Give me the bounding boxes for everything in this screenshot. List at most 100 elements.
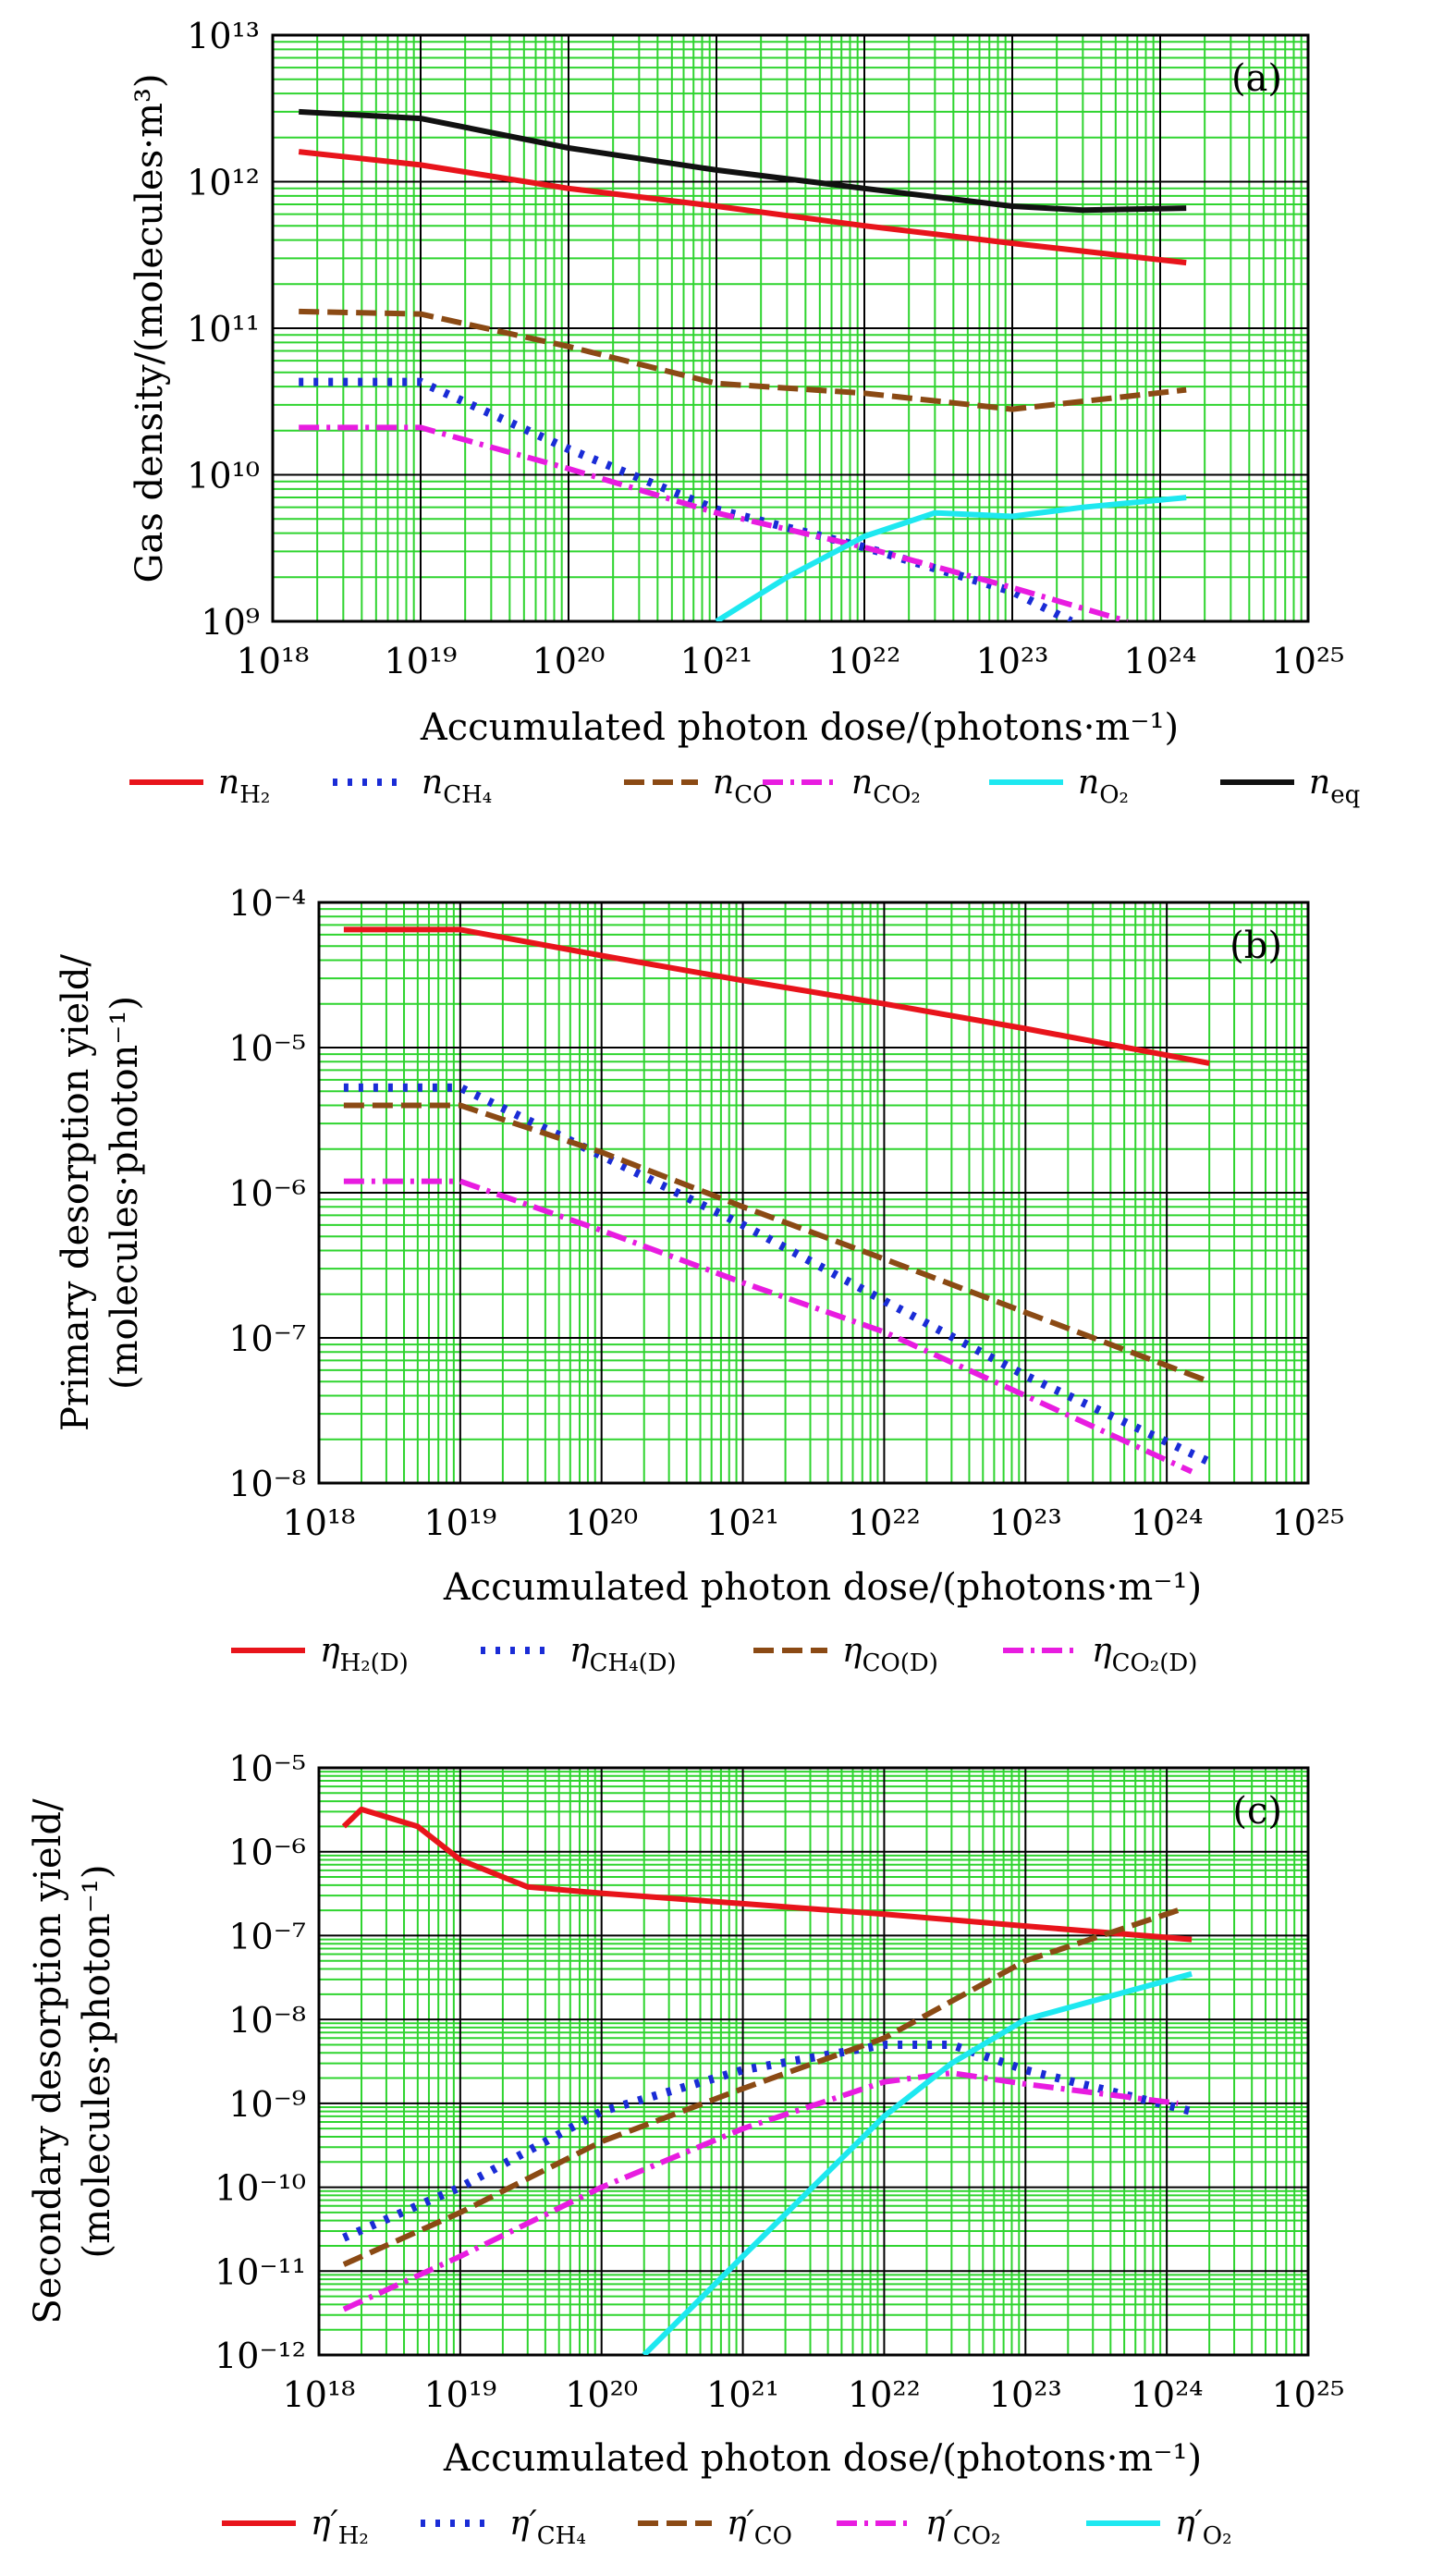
legend-item-eta-CO2-D-: ηCO₂(D): [1003, 1632, 1197, 1677]
legend-item-eta-CO-D-: ηCO(D): [753, 1632, 938, 1677]
y-axis-label-2: (molecules·photon⁻¹): [76, 1864, 118, 2258]
legend-label-main: η′: [925, 2505, 953, 2543]
x-tick-label: 10²²: [848, 2374, 921, 2415]
series-line-n-O2: [715, 495, 1187, 621]
series-group: [298, 108, 1187, 621]
chart-panel-b: (b) 10¹⁸ 10¹⁹ 10²⁰ 10²¹ 10²² 10²³ 10²⁴ 10²⁵ 10⁻⁸ 1…: [55, 883, 1344, 1677]
legend-label: ηCO₂(D): [1092, 1632, 1197, 1677]
x-axis-label: Accumulated photon dose/(photons·m⁻¹): [443, 2437, 1202, 2480]
x-tick-label: 10²³: [989, 1502, 1062, 1543]
y-tick-label: 10⁻⁵: [228, 1028, 306, 1069]
x-tick-label: 10²⁵: [1272, 1502, 1345, 1543]
y-tick-label: 10⁻⁷: [228, 1318, 306, 1359]
legend-item-n-H2: nH₂: [129, 764, 270, 809]
legend-label-main: η′: [1175, 2505, 1203, 2543]
x-axis-label: Accumulated photon dose/(photons·m⁻¹): [420, 706, 1179, 749]
legend-label-main: n: [713, 764, 734, 802]
legend-label-main: η′: [509, 2505, 537, 2543]
y-axis-label: Secondary desorption yield/: [27, 1798, 69, 2324]
legend-label-main: η: [320, 1632, 340, 1670]
x-tick-label: 10²²: [848, 1502, 921, 1543]
series-line-eta-CH4-D-: [343, 1083, 1212, 1466]
panel-label: (c): [1232, 1790, 1282, 1833]
y-tick-label: 10⁻⁸: [228, 2000, 306, 2041]
legend-item-eta-CH4: η′CH₄: [421, 2505, 586, 2550]
series-line-n-CO2: [299, 424, 1129, 621]
y-tick-label: 10⁻¹⁰: [214, 2168, 306, 2209]
legend-label: η′CH₄: [509, 2505, 586, 2550]
legend-item-n-CO: nCO: [624, 764, 772, 809]
y-tick-label: 10¹¹: [187, 309, 260, 350]
series-line-eta-O2: [642, 1970, 1193, 2355]
y-tick-label: 10¹³: [187, 16, 260, 56]
legend-label-sub: CO₂: [873, 781, 921, 809]
legend-item-n-O2: nO₂: [989, 764, 1129, 809]
x-tick-label: 10²⁴: [1124, 641, 1197, 681]
legend-item-eta-H2-D-: ηH₂(D): [231, 1632, 409, 1677]
legend-label: η′H₂: [311, 2505, 369, 2550]
series-line-n-eq: [299, 108, 1187, 214]
legend-label-sub: O₂: [1099, 781, 1129, 809]
series-line-eta-CO2: [342, 2070, 1179, 2312]
legend-label: η′O₂: [1175, 2505, 1232, 2550]
series-group: [341, 1806, 1193, 2355]
x-tick-label: 10¹⁹: [423, 1502, 496, 1543]
legend-label: nO₂: [1078, 764, 1129, 809]
y-tick-label: 10⁻⁴: [228, 883, 306, 924]
y-tick-label: 10⁻¹¹: [214, 2251, 306, 2292]
legend-label: nCO₂: [851, 764, 921, 809]
legend-label: neq: [1309, 764, 1360, 809]
x-tick-label: 10²⁰: [565, 1502, 638, 1543]
x-tick-label: 10²¹: [706, 1502, 779, 1543]
chart-panel-a: (a) 10¹⁸ 10¹⁹ 10²⁰ 10²¹ 10²² 10²³ 10²⁴ 10²⁵ 10⁹ 10…: [128, 16, 1360, 809]
legend-label-sub: eq: [1330, 781, 1360, 809]
legend-label-main: η: [842, 1632, 863, 1670]
series-line-eta-CO2-D-: [343, 1178, 1193, 1475]
series-line-eta-H2: [341, 1806, 1193, 1943]
legend-label-sub: CO: [754, 2522, 792, 2550]
series-line-eta-H2-D-: [343, 926, 1210, 1066]
series-line-n-H2: [298, 149, 1187, 266]
x-tick-label: 10²⁰: [532, 641, 606, 681]
x-tick-label: 10²¹: [680, 641, 753, 681]
y-tick-label: 10⁻⁹: [228, 2084, 306, 2125]
legend-item-eta-CO2: η′CO₂: [837, 2505, 1000, 2550]
legend-label: η′CO₂: [925, 2505, 1000, 2550]
legend-label-main: n: [1078, 764, 1099, 802]
legend-label-sub: CH₄: [443, 781, 492, 809]
legend-label-sub: H₂(D): [340, 1649, 409, 1677]
legend-label-main: η: [1092, 1632, 1112, 1670]
x-axis-label: Accumulated photon dose/(photons·m⁻¹): [443, 1566, 1202, 1609]
series-group: [343, 926, 1212, 1475]
legend-label-sub: H₂: [338, 2522, 369, 2550]
legend-label: ηCH₄(D): [569, 1632, 677, 1677]
y-tick-label: 10¹⁰: [187, 456, 260, 497]
panel-label: (a): [1231, 57, 1282, 100]
legend-label-main: n: [851, 764, 873, 802]
legend-label-main: n: [218, 764, 239, 802]
x-tick-label: 10¹⁹: [423, 2374, 496, 2415]
x-tick-label: 10²⁴: [1131, 1502, 1204, 1543]
y-tick-label: 10⁻⁶: [228, 1173, 306, 1214]
y-tick-label: 10⁻⁸: [228, 1464, 306, 1504]
series-line-n-CH4: [299, 377, 1073, 621]
legend: η′H₂ η′CH₄ η′CO η′CO₂ η′O₂: [222, 2505, 1232, 2550]
legend-label: η′CO: [727, 2505, 792, 2550]
legend-item-n-CO2: nCO₂: [763, 764, 921, 809]
legend-label-main: η′: [311, 2505, 338, 2543]
legend-item-eta-CH4-D-: ηCH₄(D): [481, 1632, 677, 1677]
legend-label: ηCO(D): [842, 1632, 938, 1677]
legend-item-eta-CO: η′CO: [638, 2505, 792, 2550]
x-tick-label: 10¹⁹: [385, 641, 458, 681]
legend-label: nCO: [713, 764, 772, 809]
legend-label-sub: CO: [734, 781, 772, 809]
legend-label-sub: CO(D): [863, 1649, 938, 1677]
plot-frame: [317, 901, 1310, 1485]
series-line-eta-CO: [342, 1907, 1180, 2267]
legend-item-eta-H2: η′H₂: [222, 2505, 369, 2550]
x-tick-label: 10²¹: [706, 2374, 779, 2415]
panel-label: (b): [1230, 925, 1282, 967]
legend: nH₂ nCH₄ nCO nCO₂ nO₂ neq: [129, 764, 1360, 809]
legend: ηH₂(D) ηCH₄(D) ηCO(D) ηCO₂(D): [231, 1632, 1197, 1677]
legend-label-sub: CO₂(D): [1112, 1649, 1198, 1677]
